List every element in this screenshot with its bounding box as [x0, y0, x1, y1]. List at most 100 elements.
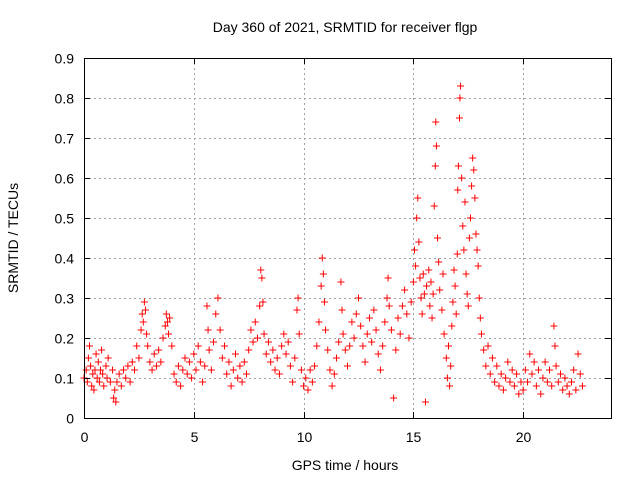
data-point [470, 166, 478, 174]
y-tick-label: 0.1 [55, 371, 75, 387]
data-point [267, 358, 275, 366]
data-point [124, 362, 132, 370]
data-point [572, 386, 580, 394]
data-point [194, 342, 202, 350]
data-point [207, 366, 215, 374]
data-point [111, 386, 119, 394]
data-point [302, 374, 310, 382]
data-point [409, 278, 417, 286]
x-axis-label: GPS time / hours [292, 457, 399, 473]
data-point [260, 330, 268, 338]
data-point [196, 358, 204, 366]
data-point [293, 306, 301, 314]
data-point [379, 342, 387, 350]
data-point [204, 326, 212, 334]
data-point [524, 378, 532, 386]
data-point [214, 294, 222, 302]
data-point [561, 374, 569, 382]
data-point [98, 346, 106, 354]
data-point [464, 302, 472, 310]
data-point [253, 334, 261, 342]
data-point [365, 314, 373, 322]
data-point [205, 346, 213, 354]
data-point [324, 346, 332, 354]
data-point [486, 370, 494, 378]
data-point [311, 362, 319, 370]
data-point [394, 314, 402, 322]
data-point [559, 386, 567, 394]
data-point [152, 362, 160, 370]
data-point [537, 390, 545, 398]
data-point [475, 294, 483, 302]
data-point [322, 326, 330, 334]
data-point [256, 302, 264, 310]
data-point [90, 386, 98, 394]
data-point [133, 342, 141, 350]
data-point [99, 370, 107, 378]
data-point [135, 354, 143, 362]
data-point [245, 346, 253, 354]
data-point [350, 334, 358, 342]
data-point [493, 362, 501, 370]
data-point [430, 202, 438, 210]
data-point [420, 290, 428, 298]
data-point [546, 366, 554, 374]
data-point [295, 330, 303, 338]
data-point [174, 362, 182, 370]
data-point [457, 82, 465, 90]
data-point [497, 370, 505, 378]
data-point [401, 286, 409, 294]
data-point [201, 362, 209, 370]
data-point [363, 330, 371, 338]
data-point [472, 230, 480, 238]
data-point [289, 378, 297, 386]
data-point [488, 354, 496, 362]
data-point [275, 370, 283, 378]
data-point [548, 382, 556, 390]
data-point [113, 378, 121, 386]
data-point [216, 326, 224, 334]
data-point [87, 362, 95, 370]
data-point [148, 366, 156, 374]
data-point [306, 366, 314, 374]
data-point [442, 354, 450, 362]
data-point [291, 354, 299, 362]
data-point [532, 382, 540, 390]
data-point [337, 278, 345, 286]
y-axis-label: SRMTID / TECUs [5, 183, 21, 293]
data-point [335, 338, 343, 346]
data-point [543, 378, 551, 386]
data-point [166, 314, 174, 322]
data-point [471, 194, 479, 202]
data-point [333, 354, 341, 362]
x-tick-label: 20 [516, 429, 532, 445]
data-point [387, 326, 395, 334]
data-point [238, 378, 246, 386]
data-point [251, 318, 259, 326]
data-point [339, 330, 347, 338]
data-point [451, 282, 459, 290]
data-point [578, 382, 586, 390]
data-point [407, 298, 415, 306]
data-point [412, 262, 420, 270]
data-point [170, 370, 178, 378]
data-point [434, 234, 442, 242]
data-point [280, 330, 288, 338]
data-point [84, 354, 92, 362]
data-point [446, 382, 454, 390]
data-point [419, 270, 427, 278]
data-point [92, 350, 100, 358]
data-point [126, 378, 134, 386]
axis-ticks [84, 58, 611, 419]
data-point [374, 350, 382, 358]
data-point [203, 302, 211, 310]
data-point [89, 370, 97, 378]
data-point [469, 154, 477, 162]
data-points [80, 82, 586, 406]
data-point [352, 310, 360, 318]
data-point [425, 266, 433, 274]
data-point [515, 390, 523, 398]
data-point [294, 294, 302, 302]
data-point [453, 250, 461, 258]
